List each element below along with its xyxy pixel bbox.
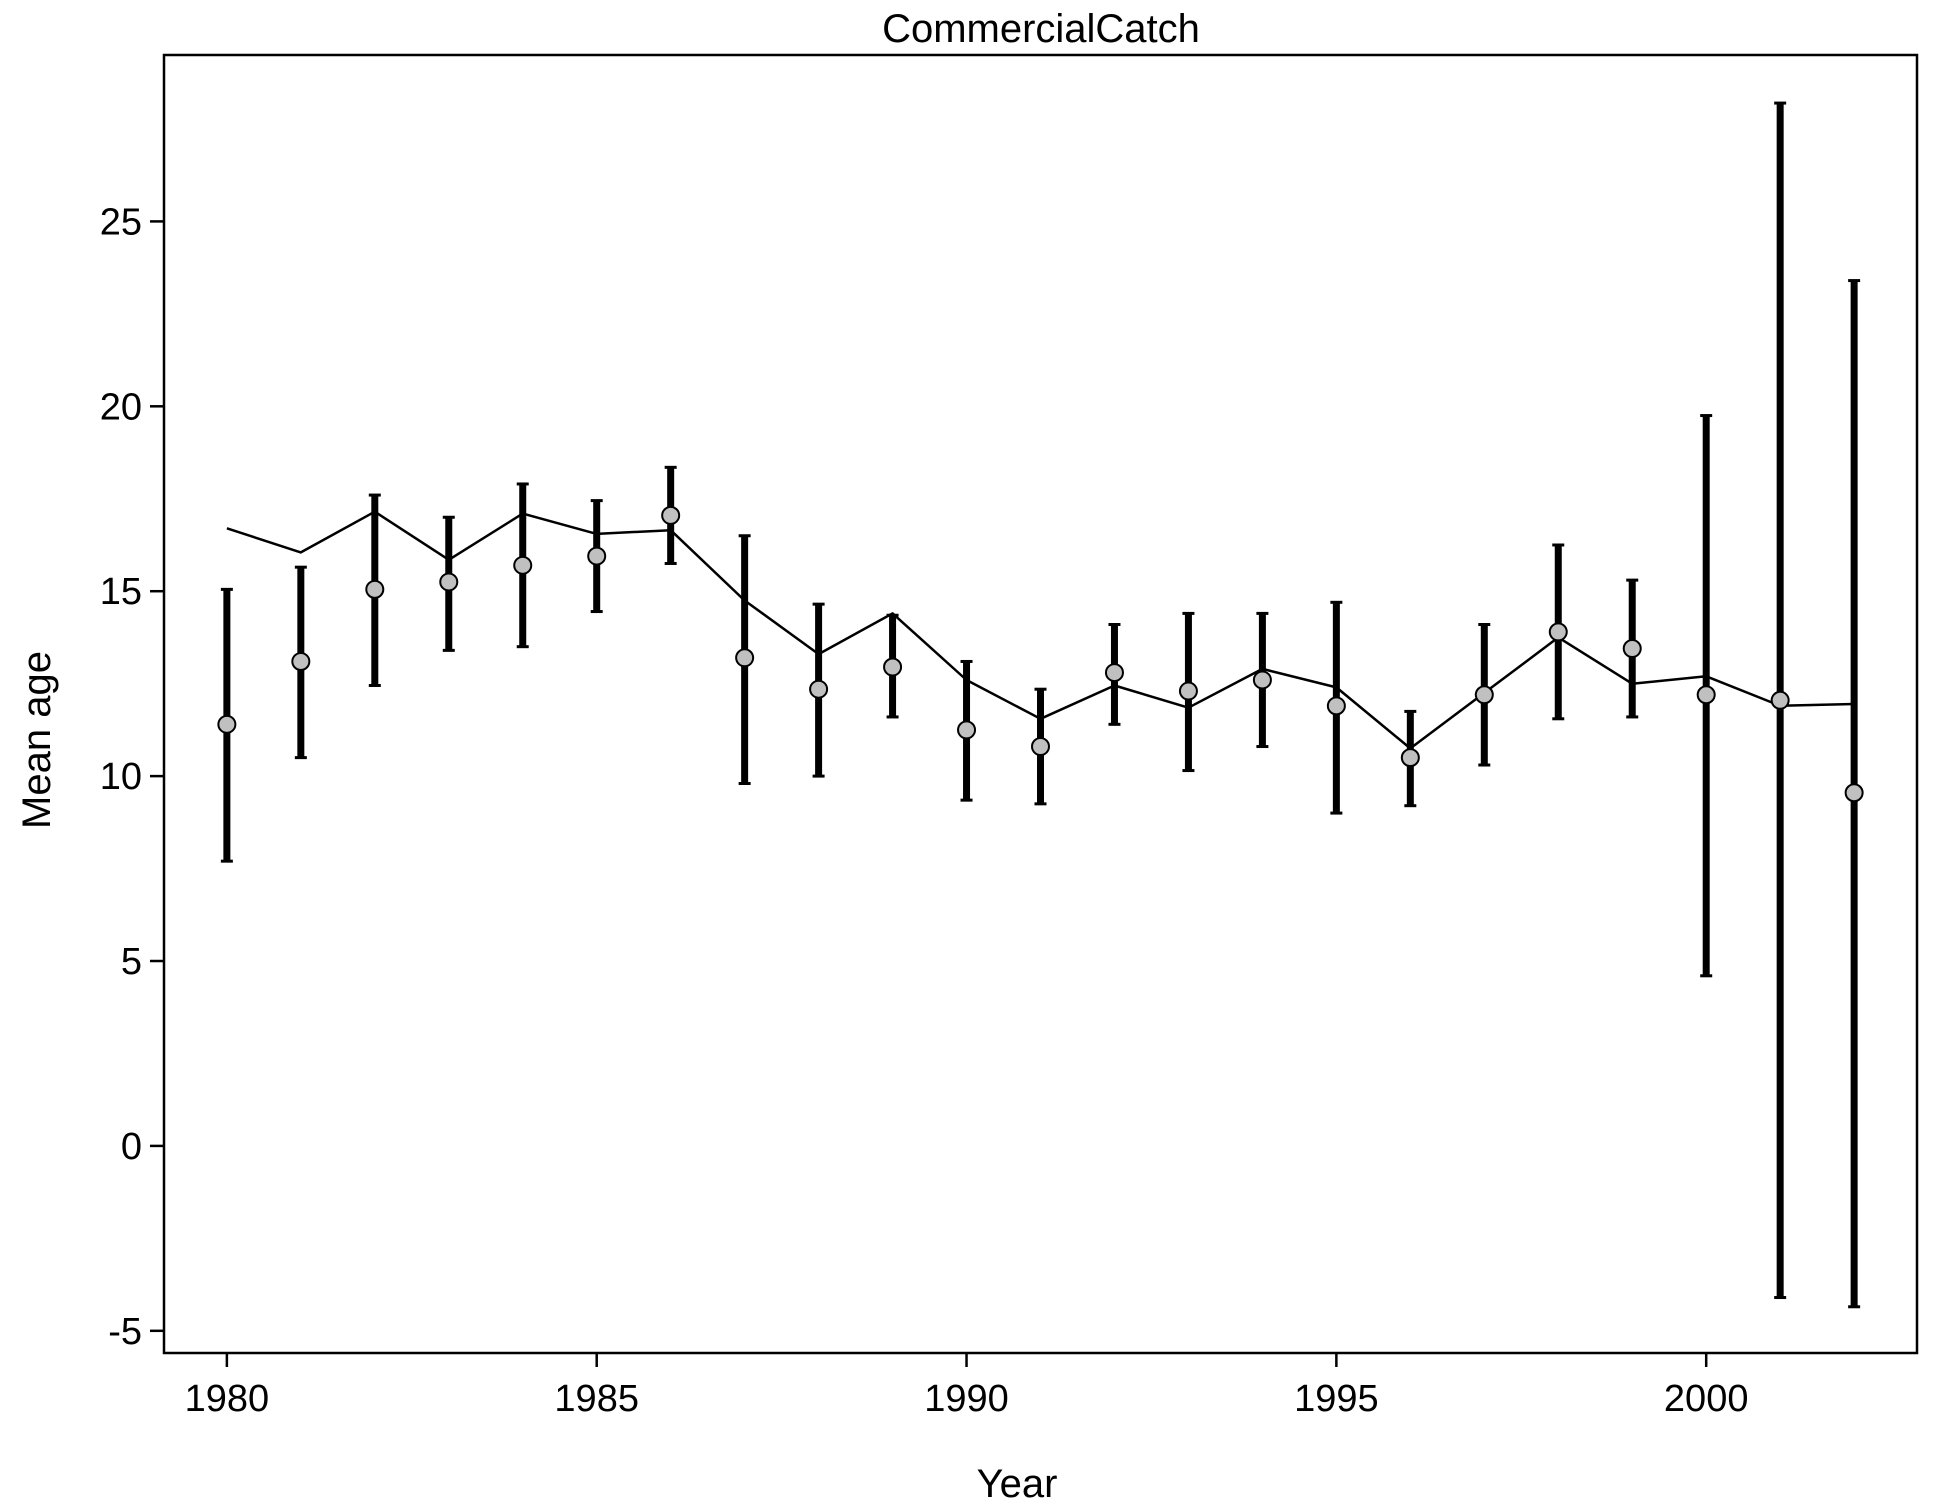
data-point [1548,622,1568,642]
data-point [1622,639,1642,659]
data-point [883,657,903,677]
y-tick-label: 0 [121,1126,142,1168]
x-tick-label: 1985 [554,1378,639,1420]
x-tick-label: 1995 [1294,1378,1379,1420]
x-axis-title: Year [977,1462,1058,1500]
x-tick-label: 2000 [1664,1378,1749,1420]
y-tick-label: 15 [100,571,142,613]
data-point [1178,681,1198,701]
y-axis-title: Mean age [15,651,59,829]
data-point [735,648,755,668]
y-tick-label: 25 [100,201,142,243]
data-point [1031,737,1050,757]
data-point [291,651,311,671]
y-tick-label: 20 [100,386,142,428]
data-point [1844,783,1864,803]
axis-ticks: 1980 1985 1990 1995 2000 -5 0 5 10 15 20 25 [100,201,1749,1420]
data-point [217,714,237,734]
data-point [439,572,459,592]
data-point [1696,685,1716,705]
data-point [1770,690,1790,710]
data-marks [217,101,1864,1309]
data-point [809,679,829,699]
expected-line [226,510,1855,750]
data-point [1252,670,1272,690]
data-point [661,505,681,525]
y-tick-label: 5 [121,941,142,983]
chart-title: CommercialCatch [882,7,1200,51]
data-point [1326,696,1346,716]
data-point [1474,685,1494,705]
plot-frame [162,53,1919,1355]
y-tick-label: 10 [100,756,142,798]
y-tick-label: -5 [108,1311,142,1353]
data-point [513,555,533,575]
data-point [587,546,607,566]
data-point [957,720,977,740]
data-point [1400,748,1420,768]
data-point [365,579,385,599]
x-tick-label: 1990 [924,1378,1009,1420]
data-point [1104,663,1124,683]
x-tick-label: 1980 [185,1378,270,1420]
